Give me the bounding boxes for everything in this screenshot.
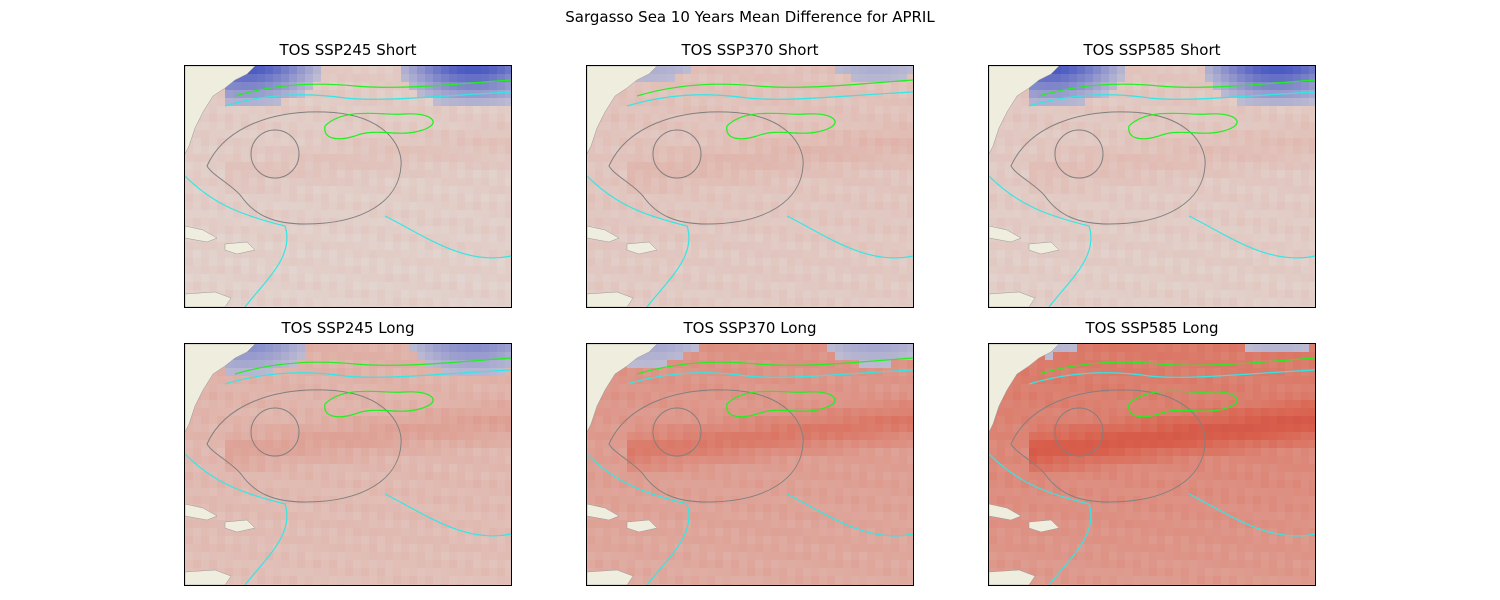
map-panel	[988, 65, 1316, 308]
contour-green	[1038, 79, 1315, 97]
island-hispaniola	[626, 519, 658, 533]
sst-anomaly-field	[587, 66, 913, 307]
map-canvas	[587, 66, 913, 307]
contour-green	[324, 112, 434, 140]
coastline-north-america	[185, 66, 256, 155]
contour-cyan	[587, 453, 913, 585]
sargasso-region-outline	[206, 389, 402, 503]
contour-cyan	[1028, 369, 1315, 385]
contour-cyan	[224, 91, 511, 107]
map-panel	[586, 65, 914, 308]
panel-title: TOS SSP245 Short	[279, 41, 417, 59]
sargasso-region-outline	[608, 389, 804, 503]
island-cuba	[587, 503, 620, 521]
contour-green	[324, 390, 434, 418]
core-region-outline	[652, 129, 702, 179]
sst-anomaly-field	[185, 66, 511, 307]
panel-title: TOS SSP585 Long	[1085, 319, 1219, 337]
contour-green	[636, 79, 913, 97]
contour-cyan	[989, 175, 1315, 307]
island-hispaniola	[626, 241, 658, 255]
figure-title: Sargasso Sea 10 Years Mean Difference fo…	[565, 8, 935, 26]
sargasso-region-outline	[1010, 389, 1206, 503]
sargasso-region-outline	[1010, 111, 1206, 225]
island-cuba	[185, 225, 218, 243]
sst-anomaly-field	[185, 344, 511, 585]
contour-cyan	[224, 369, 511, 385]
island-cuba	[185, 503, 218, 521]
core-region-outline	[250, 407, 300, 457]
contour-cyan	[587, 175, 913, 307]
coastline-south-america	[587, 291, 634, 307]
contour-cyan	[626, 369, 913, 385]
island-cuba	[989, 503, 1022, 521]
core-region-outline	[1054, 129, 1104, 179]
coastline-north-america	[989, 344, 1060, 433]
contour-cyan	[185, 175, 511, 307]
map-panel	[586, 343, 914, 586]
coastline-north-america	[587, 66, 658, 155]
island-hispaniola	[224, 519, 256, 533]
coastline-south-america	[989, 291, 1036, 307]
core-region-outline	[1054, 407, 1104, 457]
map-canvas	[185, 66, 511, 307]
coastline-north-america	[587, 344, 658, 433]
contour-green	[726, 112, 836, 140]
sargasso-region-outline	[206, 111, 402, 225]
coastline-south-america	[185, 569, 232, 585]
map-canvas	[587, 344, 913, 585]
contour-green	[1128, 112, 1238, 140]
coastline-south-america	[185, 291, 232, 307]
map-canvas	[185, 344, 511, 585]
map-panel	[184, 343, 512, 586]
panel-title: TOS SSP585 Short	[1083, 41, 1221, 59]
map-panel	[988, 343, 1316, 586]
island-hispaniola	[1028, 519, 1060, 533]
map-panel	[184, 65, 512, 308]
coastline-south-america	[989, 569, 1036, 585]
sargasso-region-outline	[608, 111, 804, 225]
contour-green	[1038, 357, 1315, 375]
island-cuba	[989, 225, 1022, 243]
contour-green	[234, 79, 511, 97]
contour-cyan	[185, 453, 511, 585]
coastline-south-america	[587, 569, 634, 585]
contour-green	[636, 357, 913, 375]
map-canvas	[989, 66, 1315, 307]
contour-cyan	[626, 91, 913, 107]
core-region-outline	[250, 129, 300, 179]
panel-title: TOS SSP245 Long	[281, 319, 415, 337]
island-cuba	[587, 225, 620, 243]
coastline-north-america	[185, 344, 256, 433]
coastline-north-america	[989, 66, 1060, 155]
sst-anomaly-field	[989, 344, 1315, 585]
contour-cyan	[1028, 91, 1315, 107]
map-canvas	[989, 344, 1315, 585]
panel-title: TOS SSP370 Short	[681, 41, 819, 59]
panel-title: TOS SSP370 Long	[683, 319, 817, 337]
sst-anomaly-field	[989, 66, 1315, 307]
island-hispaniola	[224, 241, 256, 255]
contour-green	[1128, 390, 1238, 418]
contour-cyan	[989, 453, 1315, 585]
contour-green	[726, 390, 836, 418]
sst-anomaly-field	[587, 344, 913, 585]
contour-green	[234, 357, 511, 375]
core-region-outline	[652, 407, 702, 457]
island-hispaniola	[1028, 241, 1060, 255]
